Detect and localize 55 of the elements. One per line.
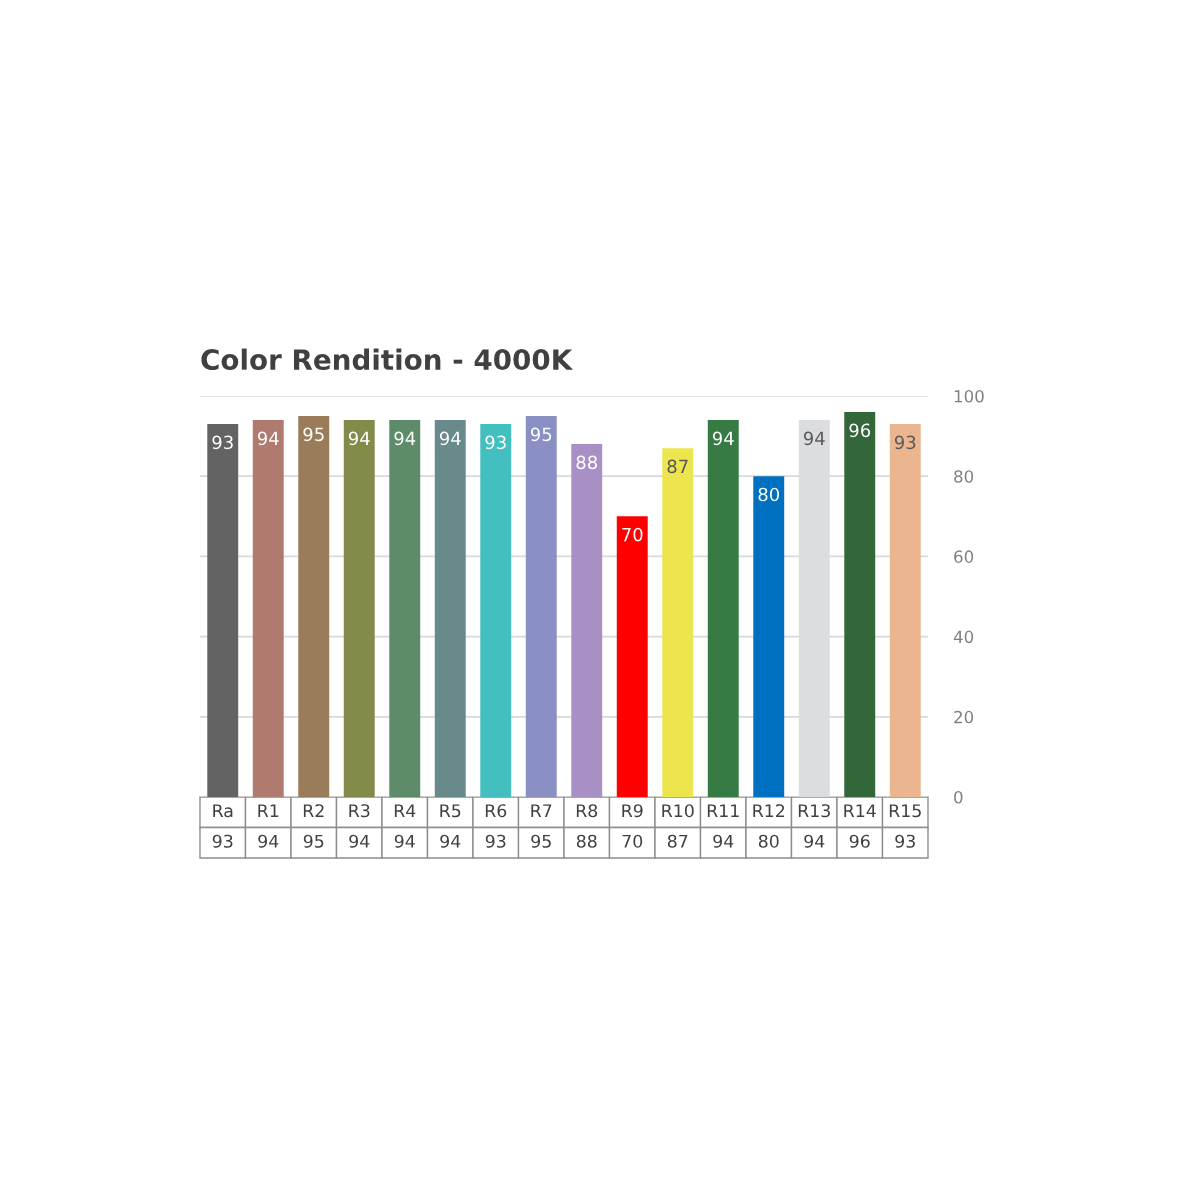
y-tick-label: 100 xyxy=(954,389,984,403)
annotation: 94 xyxy=(803,431,825,446)
annotation: 94 xyxy=(712,431,734,446)
data-label: 94 xyxy=(713,834,734,848)
data-label: 95 xyxy=(303,834,324,848)
x-tick-label: R5 xyxy=(440,804,461,818)
data-label: 80 xyxy=(758,834,779,848)
x-tick-label: R10 xyxy=(662,804,694,818)
annotation: 87 xyxy=(667,459,688,474)
annotation: 93 xyxy=(212,435,233,450)
x-tick-label: R1 xyxy=(258,804,279,818)
x-tick-label: R2 xyxy=(303,804,324,818)
annotation: 94 xyxy=(394,431,416,446)
data-label: 88 xyxy=(576,834,597,848)
x-tick-label: R9 xyxy=(622,804,643,818)
data-label: 96 xyxy=(849,834,870,848)
annotation: 94 xyxy=(257,431,279,446)
data-label: 93 xyxy=(485,834,506,848)
data-label: 87 xyxy=(667,834,688,848)
data-label: 94 xyxy=(258,834,279,848)
data-label: 95 xyxy=(531,834,551,848)
y-tick-label: 0 xyxy=(954,790,963,804)
annotation: 94 xyxy=(439,431,461,446)
annotation: 94 xyxy=(348,431,370,446)
x-tick-label: R4 xyxy=(394,804,416,818)
annotation: 70 xyxy=(622,527,643,542)
data-label: 93 xyxy=(212,834,233,848)
x-tick-label: R12 xyxy=(753,804,785,818)
annotation: 80 xyxy=(758,487,780,502)
x-tick-label: R11 xyxy=(707,804,739,818)
x-tick-label: R7 xyxy=(531,804,552,818)
annotation: 93 xyxy=(485,435,506,450)
data-label: 94 xyxy=(440,834,461,848)
x-tick-label: R6 xyxy=(485,804,507,818)
x-tick-label: R13 xyxy=(798,804,830,818)
chart-title: Color Rendition - 4000K xyxy=(201,348,574,371)
y-tick-label: 20 xyxy=(954,710,974,724)
data-label: 70 xyxy=(622,834,643,848)
x-tick-label: R8 xyxy=(576,804,598,818)
x-tick-label: R3 xyxy=(349,804,370,818)
annotation: 95 xyxy=(530,427,552,442)
y-tick-label: 80 xyxy=(954,470,974,483)
x-tick-label: Ra xyxy=(213,804,233,818)
data-label: 94 xyxy=(394,834,415,848)
y-tick-label: 40 xyxy=(953,630,974,644)
y-tick-label: 60 xyxy=(954,550,974,563)
annotation: 95 xyxy=(303,427,324,442)
data-label: 94 xyxy=(804,834,825,848)
annotation: 96 xyxy=(849,423,871,438)
annotation: 88 xyxy=(576,455,597,470)
data-label: 94 xyxy=(349,834,370,848)
x-tick-label: R15 xyxy=(889,804,921,818)
x-tick-label: R14 xyxy=(844,804,876,818)
annotation: 93 xyxy=(894,435,916,450)
data-label: 93 xyxy=(895,834,915,848)
